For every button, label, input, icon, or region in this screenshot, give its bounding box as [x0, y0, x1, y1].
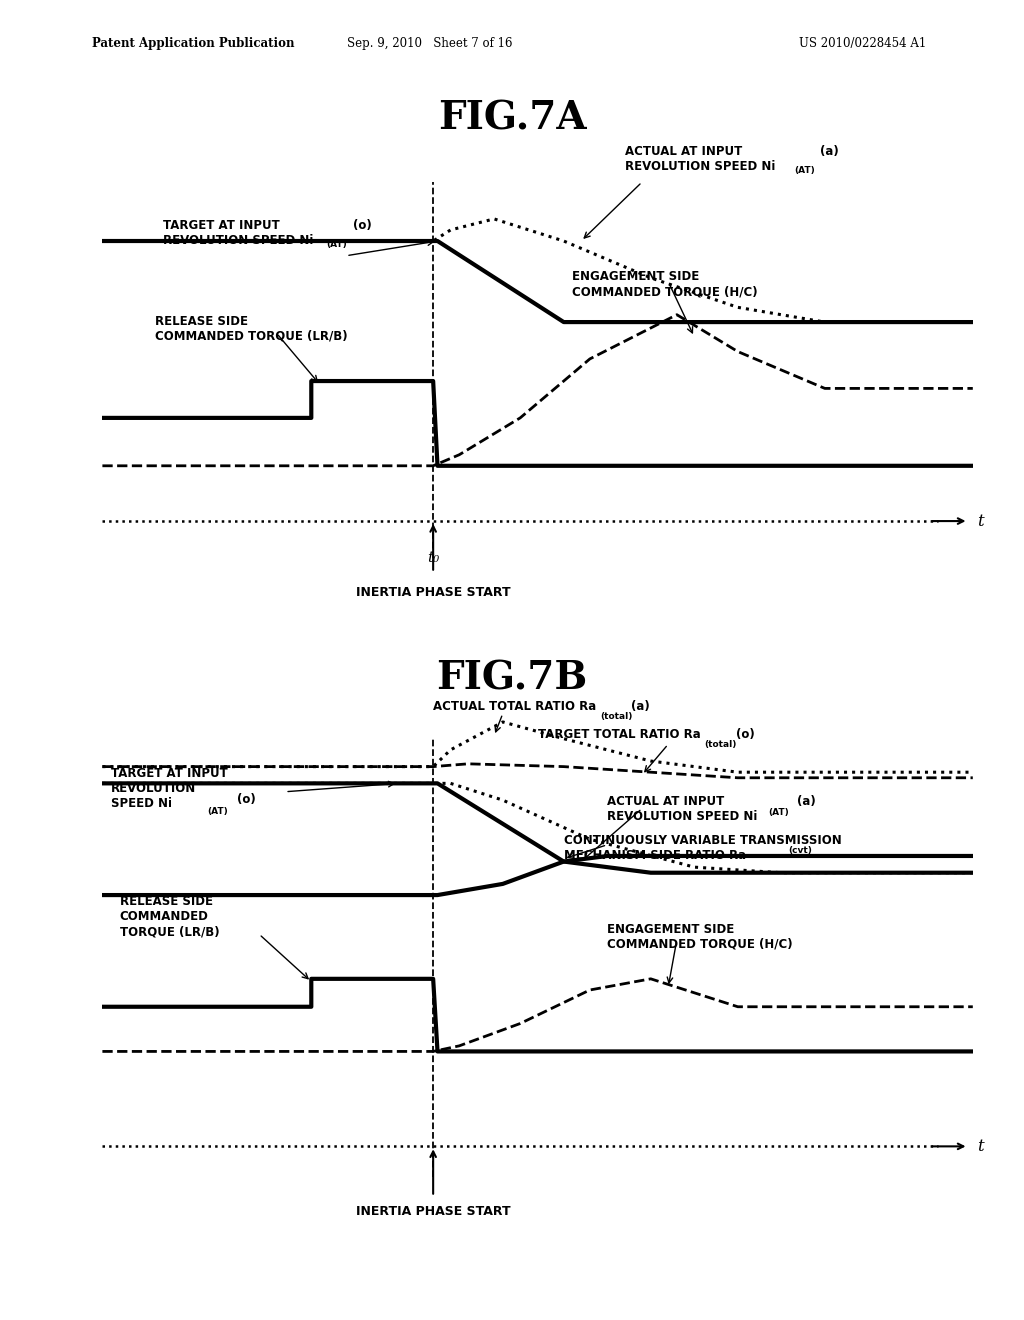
Text: (o): (o)	[736, 727, 755, 741]
Text: (AT): (AT)	[795, 166, 815, 174]
Text: ACTUAL AT INPUT
REVOLUTION SPEED Ni: ACTUAL AT INPUT REVOLUTION SPEED Ni	[625, 145, 775, 173]
Text: TARGET TOTAL RATIO Ra: TARGET TOTAL RATIO Ra	[538, 727, 700, 741]
Text: ENGAGEMENT SIDE
COMMANDED TORQUE (H/C): ENGAGEMENT SIDE COMMANDED TORQUE (H/C)	[572, 271, 758, 298]
Text: (AT): (AT)	[208, 807, 228, 816]
Text: INERTIA PHASE START: INERTIA PHASE START	[355, 586, 511, 599]
Text: (cvt): (cvt)	[788, 846, 812, 855]
Text: (o): (o)	[238, 793, 256, 807]
Text: t: t	[977, 1138, 984, 1155]
Text: (a): (a)	[631, 700, 649, 713]
Text: RELEASE SIDE
COMMANDED
TORQUE (LR/B): RELEASE SIDE COMMANDED TORQUE (LR/B)	[120, 895, 219, 939]
Text: RELEASE SIDE
COMMANDED TORQUE (LR/B): RELEASE SIDE COMMANDED TORQUE (LR/B)	[155, 314, 347, 343]
Text: Sep. 9, 2010   Sheet 7 of 16: Sep. 9, 2010 Sheet 7 of 16	[347, 37, 513, 50]
Text: t₀: t₀	[427, 550, 439, 565]
Text: ENGAGEMENT SIDE
COMMANDED TORQUE (H/C): ENGAGEMENT SIDE COMMANDED TORQUE (H/C)	[607, 923, 793, 950]
Text: FIG.7B: FIG.7B	[436, 660, 588, 698]
Text: TARGET AT INPUT
REVOLUTION
SPEED Ni: TARGET AT INPUT REVOLUTION SPEED Ni	[112, 767, 228, 809]
Text: (o): (o)	[353, 219, 372, 232]
Text: Patent Application Publication: Patent Application Publication	[92, 37, 295, 50]
Text: FIG.7A: FIG.7A	[437, 99, 587, 137]
Text: (total): (total)	[705, 739, 737, 748]
Text: (total): (total)	[600, 711, 633, 721]
Text: US 2010/0228454 A1: US 2010/0228454 A1	[799, 37, 926, 50]
Text: TARGET AT INPUT
REVOLUTION SPEED Ni: TARGET AT INPUT REVOLUTION SPEED Ni	[164, 219, 313, 247]
Text: ACTUAL TOTAL RATIO Ra: ACTUAL TOTAL RATIO Ra	[433, 700, 596, 713]
Text: ACTUAL AT INPUT
REVOLUTION SPEED Ni: ACTUAL AT INPUT REVOLUTION SPEED Ni	[607, 795, 758, 822]
Text: (AT): (AT)	[768, 808, 790, 817]
Text: (AT): (AT)	[326, 239, 347, 248]
Text: (a): (a)	[820, 145, 840, 158]
Text: INERTIA PHASE START: INERTIA PHASE START	[355, 1205, 511, 1218]
Text: t: t	[977, 512, 984, 529]
Text: (a): (a)	[797, 795, 816, 808]
Text: CONTINUOUSLY VARIABLE TRANSMISSION
MECHANISM SIDE RATIO Ra: CONTINUOUSLY VARIABLE TRANSMISSION MECHA…	[563, 834, 842, 862]
